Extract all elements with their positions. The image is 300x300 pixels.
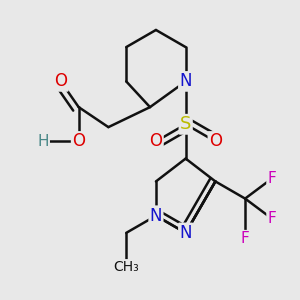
Text: S: S [180, 115, 191, 133]
Text: N: N [150, 207, 162, 225]
Text: O: O [72, 132, 85, 150]
Text: N: N [179, 72, 192, 90]
Text: O: O [54, 72, 67, 90]
Text: H: H [37, 134, 49, 149]
Text: F: F [268, 171, 276, 186]
Text: O: O [149, 132, 162, 150]
Text: O: O [209, 132, 222, 150]
Text: N: N [179, 224, 192, 242]
Text: F: F [268, 211, 276, 226]
Text: F: F [241, 231, 250, 246]
Text: CH₃: CH₃ [113, 260, 139, 274]
